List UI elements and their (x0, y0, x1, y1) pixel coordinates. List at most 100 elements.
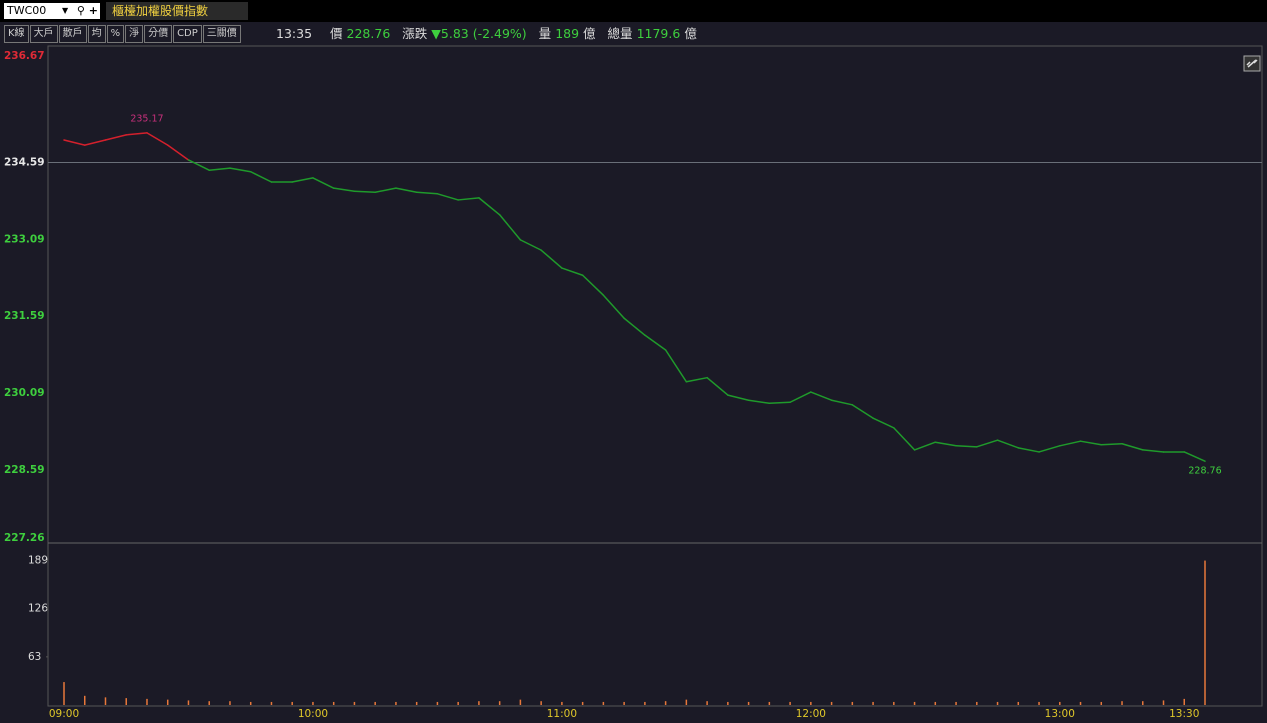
price-line-segment (436, 193, 459, 201)
quote-bar: 13:35 價 228.76 漲跌 ▼5.83 (-2.49%) 量 189 億 總量 1… (276, 25, 701, 43)
x-tick-label: 10:00 (298, 708, 328, 720)
volume-bar (291, 701, 293, 705)
price-line-segment (976, 439, 999, 448)
price-line-segment (955, 445, 978, 448)
dropdown-arrow[interactable]: ▼ (62, 6, 69, 15)
price-line-segment (747, 399, 771, 405)
price-line-segment (664, 349, 688, 383)
price-line-segment (332, 187, 356, 192)
y-tick-label: 234.59 (4, 157, 45, 169)
panel-frame (47, 45, 1263, 707)
price-line-segment (727, 394, 750, 401)
volume-bar (436, 701, 439, 705)
price-line-segment (63, 139, 86, 146)
toolbar-button[interactable]: K線 (4, 25, 29, 43)
index-title: 櫃檯加權股價指數 (106, 2, 248, 20)
toolbar-button[interactable]: 均 (87, 25, 106, 43)
x-tick-label: 11:00 (547, 708, 577, 720)
price-line-segment (1100, 443, 1123, 446)
price-line-segment (125, 132, 148, 136)
volume-bar (747, 701, 750, 705)
price-line-segment (395, 187, 418, 194)
volume-bar (789, 701, 791, 705)
volume-bar (706, 701, 708, 705)
price-annotation: 235.17 (130, 113, 163, 124)
volume-bar (457, 701, 459, 705)
price-line-segment (1059, 440, 1082, 447)
volume-bar (519, 699, 522, 705)
price-line-segment (1079, 440, 1103, 446)
volume-bar (851, 701, 854, 705)
volume-bar (478, 701, 480, 705)
price-line-segment (146, 132, 169, 146)
price-line-segment (498, 214, 522, 241)
volume-bar (581, 701, 584, 705)
price-line-segment (1017, 447, 1040, 453)
volume-label: 量 (538, 26, 552, 41)
price-line-segment (353, 190, 376, 194)
price-annotation: 228.76 (1188, 466, 1221, 477)
volume-bar (187, 700, 190, 705)
toolbar-button[interactable]: 分價 (144, 25, 173, 43)
price-line-segment (768, 401, 791, 405)
volume-bar (1038, 701, 1040, 705)
toolbar-button[interactable]: 散戶 (58, 25, 87, 43)
volume-bar (146, 698, 148, 705)
volume-bar (976, 701, 978, 705)
volume-bar (664, 701, 667, 705)
toolbar-button[interactable]: % (106, 25, 125, 43)
volume-bar (208, 701, 210, 705)
y-tick-label: 228.59 (4, 464, 45, 476)
search-add[interactable]: ⚲ + (76, 4, 98, 17)
volume-tick-label: 189 (28, 555, 48, 567)
symbol-text: TWC00 (7, 4, 47, 17)
volume-bar (374, 701, 376, 705)
price-line-segment (913, 441, 937, 451)
toolbar-button[interactable]: 淨 (125, 25, 144, 43)
toolbar: K線 大戶 散戶均% 淨分價 CDP 三關價 (4, 25, 241, 43)
change: ▼5.83 (-2.49%) (431, 26, 527, 41)
volume-bar (623, 701, 625, 705)
volume-bar (166, 699, 169, 705)
volume-bar (1100, 701, 1103, 705)
y-tick-label: 230.09 (4, 387, 45, 399)
volume-bar (332, 701, 335, 705)
volume-bar (685, 699, 688, 705)
top-bar: TWC00 ▼ ⚲ + 櫃檯加權股價指數 (0, 0, 1267, 22)
toolbar-button[interactable]: 三關價 (202, 25, 241, 43)
volume-bar (1204, 560, 1206, 705)
volume-bar (934, 701, 937, 705)
volume-bar (602, 701, 605, 705)
price-line-segment (830, 399, 854, 406)
volume-bar (561, 701, 563, 705)
volume-bar (270, 701, 273, 705)
total-unit: 億 (684, 26, 697, 41)
volume-tick-label: 126 (28, 603, 48, 615)
total: 1179.6 (636, 26, 681, 41)
toolbar-button[interactable]: 大戶 (29, 25, 58, 43)
symbol-input[interactable]: TWC00 ▼ ⚲ + (4, 3, 100, 19)
volume-bar (1059, 701, 1061, 705)
price-line-segment (1038, 445, 1061, 453)
y-tick-label: 233.09 (4, 233, 45, 245)
y-tick-label: 236.67 (4, 50, 45, 62)
price-line-segment (1183, 451, 1206, 462)
volume-bar (955, 701, 957, 705)
volume-bar (540, 701, 542, 705)
price-line-segment (581, 274, 605, 296)
price-line-segment (229, 167, 252, 173)
y-tick-label: 231.59 (4, 310, 45, 322)
x-tick-label: 13:00 (1045, 708, 1075, 720)
price: 228.76 (346, 26, 391, 41)
volume-bar (810, 701, 812, 705)
toolbar-button[interactable]: CDP (173, 25, 202, 43)
volume-bar (1183, 698, 1186, 705)
price-line-segment (1142, 449, 1165, 453)
volume-bar (768, 701, 771, 705)
price-line-segment (291, 177, 314, 183)
price-line-segment (851, 404, 874, 419)
price-label: 價 (330, 26, 343, 41)
price-line-segment (540, 249, 563, 269)
quote-time: 13:35 (276, 26, 313, 41)
